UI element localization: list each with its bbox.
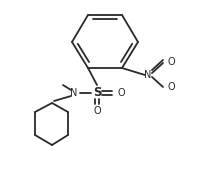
Text: N: N bbox=[144, 70, 152, 80]
Text: S: S bbox=[93, 86, 101, 99]
Text: O: O bbox=[93, 106, 101, 116]
Text: O: O bbox=[117, 88, 125, 98]
Text: N: N bbox=[70, 88, 78, 98]
Text: O: O bbox=[167, 82, 175, 92]
Text: O: O bbox=[167, 57, 175, 67]
